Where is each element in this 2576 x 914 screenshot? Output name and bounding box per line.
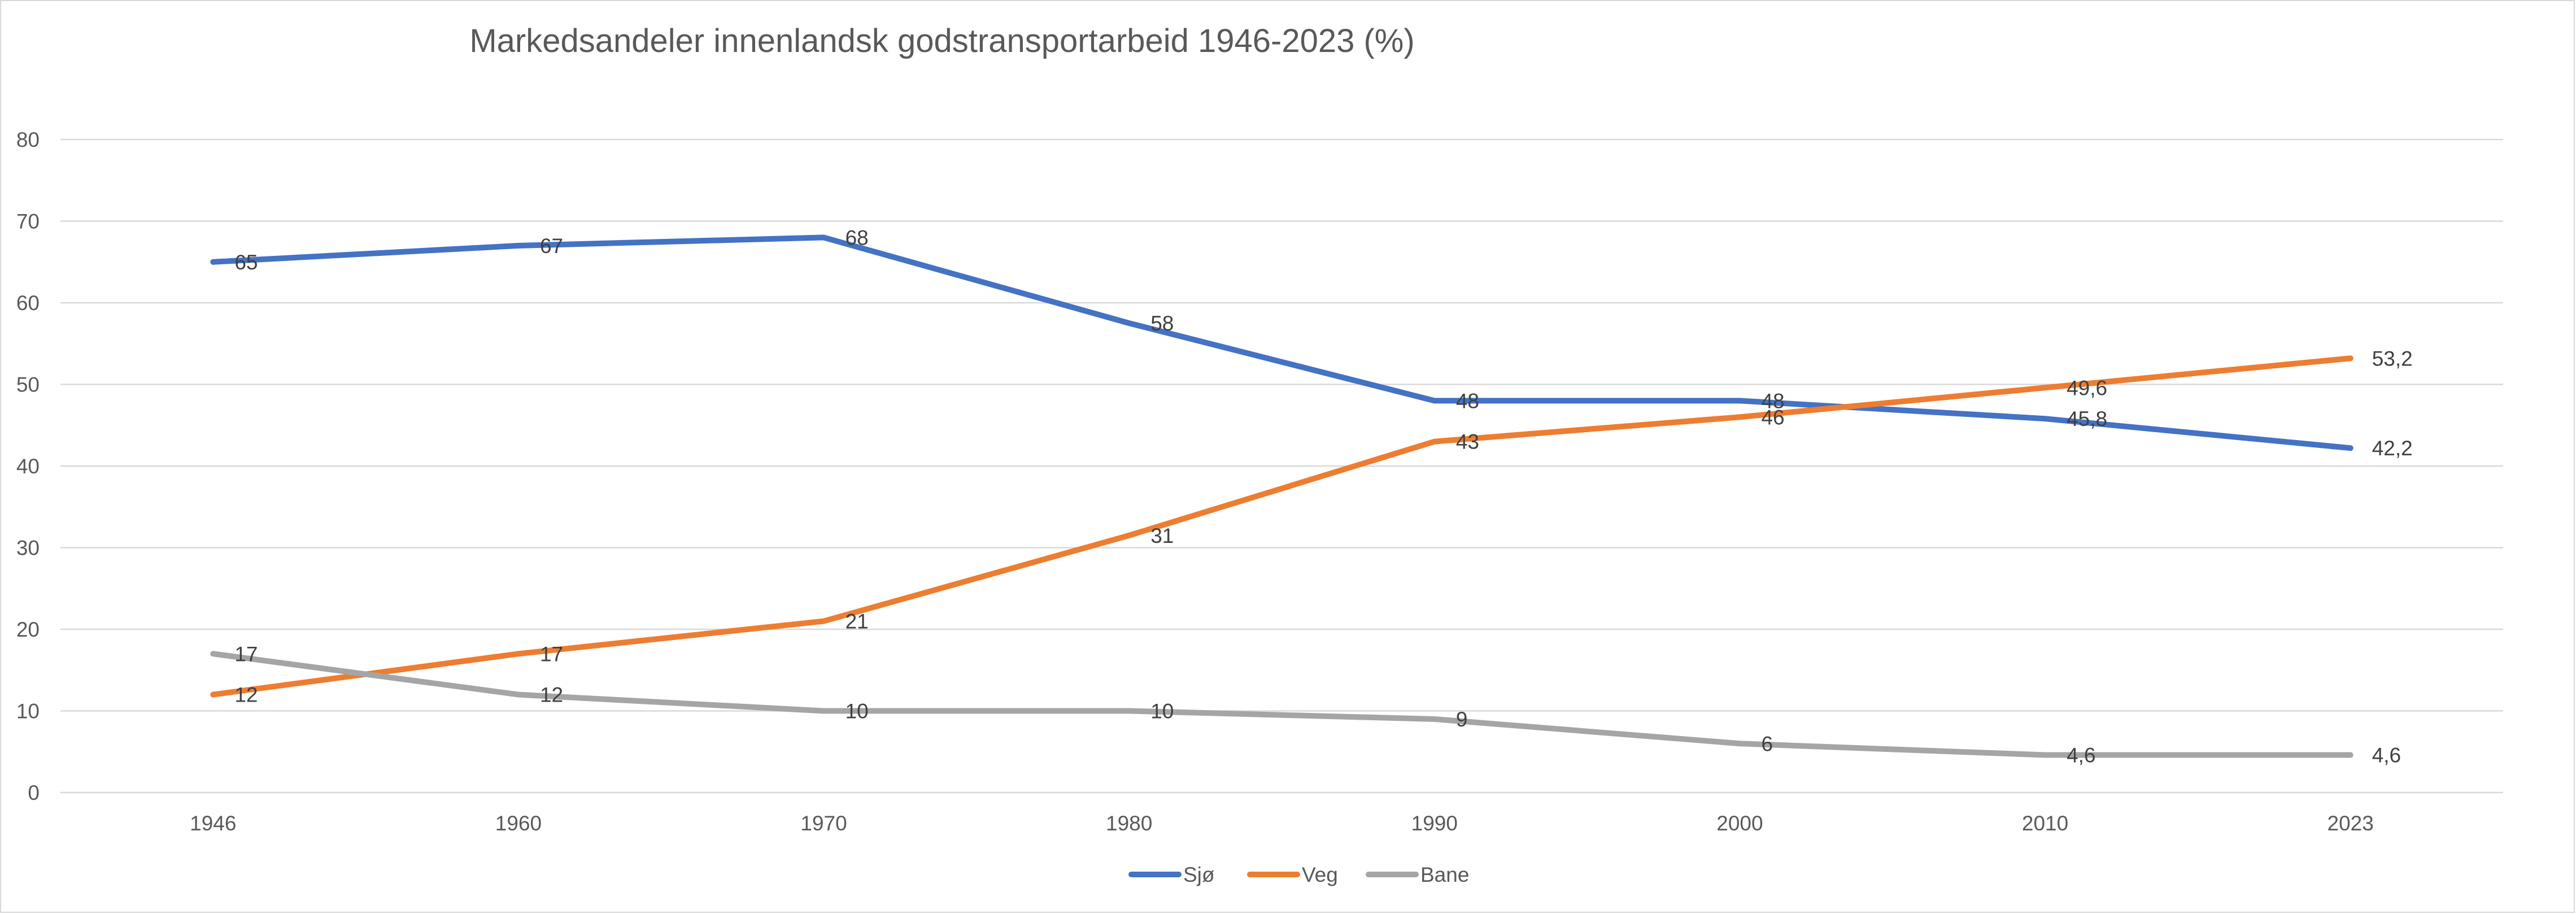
y-tick-label: 20 [16,618,40,641]
data-label: 68 [845,226,869,249]
data-point [515,242,521,249]
y-tick-label: 60 [16,291,40,315]
y-tick-label: 10 [16,700,40,723]
legend-label: Sjø [1183,863,1215,886]
data-point [1126,708,1132,714]
legend-label: Veg [1302,863,1338,886]
chart-title: Markedsandeler innenlandsk godstransport… [469,23,1414,59]
x-tick-label: 1980 [1106,812,1152,835]
data-label: 53,2 [2372,347,2413,370]
x-tick-label: 1990 [1411,812,1458,835]
data-point [1737,414,1743,420]
data-point [1431,716,1437,722]
y-axis-labels: 0 10 20 30 40 50 60 70 80 [16,128,40,804]
data-point [2347,445,2353,451]
data-point [2042,416,2048,422]
data-point [821,708,827,714]
data-point [210,259,216,265]
data-point [1126,320,1132,327]
data-label: 12 [540,684,563,707]
x-tick-label: 1970 [800,812,847,835]
data-point [1737,398,1743,404]
data-point [1126,532,1132,538]
series-line-bane [210,651,2353,758]
series-line-sjø [210,234,2353,451]
data-labels: 65 67 68 58 48 48 45,8 42,2 12 17 21 31 43 46 49,6 53,2… [234,226,2412,767]
data-point [1737,741,1743,747]
x-tick-label: 1960 [495,812,542,835]
data-point [2347,355,2353,362]
x-tick-label: 1946 [190,812,236,835]
legend: Sjø Veg Bane [1128,863,1469,886]
y-tick-label: 40 [16,455,40,478]
y-tick-label: 50 [16,373,40,397]
data-label: 10 [845,700,869,723]
data-label: 10 [1150,700,1174,723]
y-tick-label: 70 [16,210,40,233]
data-label: 48 [1761,389,1784,412]
data-label: 46 [1761,406,1784,429]
data-point [1431,438,1437,445]
data-label: 49,6 [2067,376,2107,399]
data-point [2042,385,2048,391]
data-label: 4,6 [2067,744,2095,767]
y-tick-label: 80 [16,128,40,151]
data-label: 21 [845,610,869,633]
y-tick-label: 30 [16,537,40,560]
data-point [210,691,216,698]
x-tick-label: 2010 [2022,812,2068,835]
data-label: 65 [234,251,258,274]
data-label: 45,8 [2067,407,2107,430]
data-label: 67 [540,234,563,258]
data-label: 31 [1150,524,1174,547]
data-point [1431,398,1437,404]
data-point [2042,752,2048,758]
data-label: 12 [234,684,258,707]
data-label: 43 [1456,430,1479,454]
x-axis-labels: 1946 1960 1970 1980 1990 2000 2010 2023 [190,812,2374,835]
x-tick-label: 2000 [1716,812,1763,835]
series-lines [210,234,2353,758]
data-point [515,691,521,698]
data-label: 6 [1761,732,1773,755]
data-label: 4,6 [2372,744,2401,767]
x-tick-label: 2023 [2327,812,2374,835]
data-label: 42,2 [2372,437,2413,460]
data-label: 17 [540,642,563,665]
data-label: 9 [1456,708,1468,731]
grid-layer [60,138,2503,794]
data-label: 17 [234,642,258,665]
series-line-veg [210,355,2353,698]
data-point [2347,752,2353,758]
data-point [821,618,827,624]
data-point [210,651,216,657]
data-label: 58 [1150,312,1174,335]
data-point [515,651,521,657]
data-label: 48 [1456,389,1479,412]
data-point [821,234,827,241]
y-tick-label: 0 [28,781,40,804]
legend-label: Bane [1420,863,1469,886]
